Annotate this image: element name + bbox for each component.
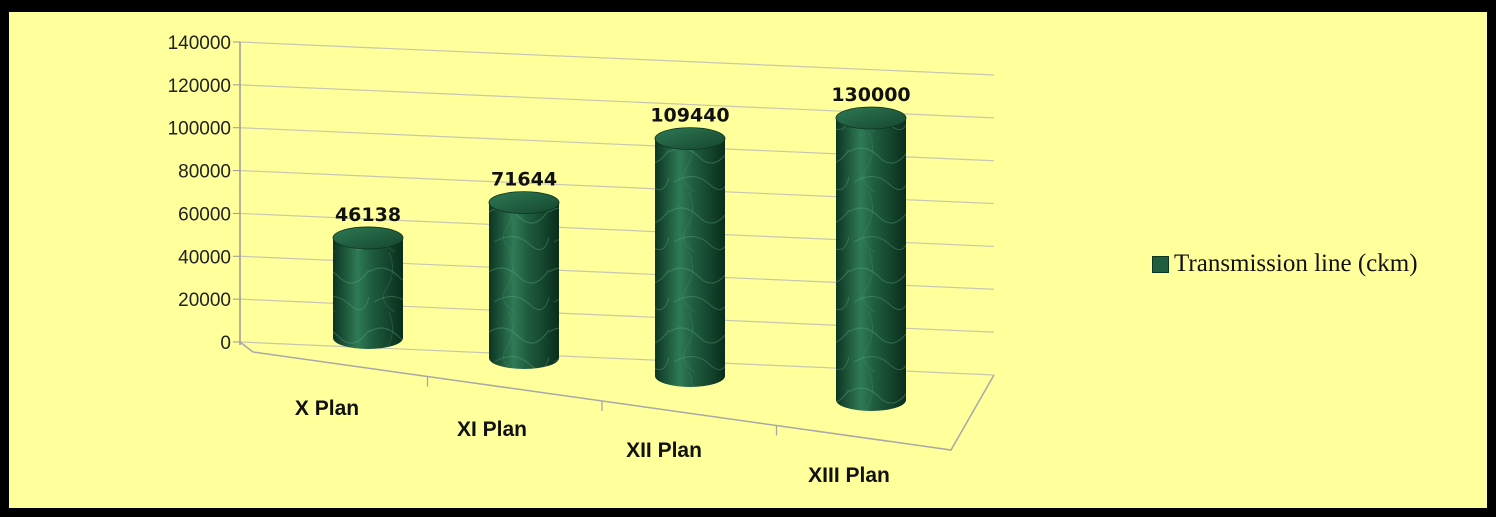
legend: Transmission line (ckm)	[1152, 250, 1418, 278]
data-label: 130000	[831, 84, 910, 106]
y-tick-label: 140000	[168, 33, 231, 54]
legend-swatch	[1152, 255, 1169, 273]
x-tick-label: XI Plan	[457, 418, 527, 441]
bar-top	[488, 191, 560, 214]
y-tick-label: 20000	[178, 290, 231, 311]
data-label: 46138	[335, 204, 401, 226]
chart-area: 0 20000 40000 60000 80000 100000 120000 140000 4…	[9, 12, 1487, 508]
data-label: 109440	[650, 105, 729, 127]
y-tick-label: 120000	[168, 76, 231, 97]
bar-group	[332, 226, 404, 349]
y-tick-label: 0	[220, 333, 231, 354]
bar-top	[654, 127, 726, 150]
y-tick-label: 40000	[178, 247, 231, 268]
x-tick-label: XII Plan	[626, 439, 702, 462]
bar-chart: 0 20000 40000 60000 80000 100000 120000 140000 4…	[168, 33, 995, 487]
bar-texture	[489, 202, 559, 369]
y-tick-label: 100000	[168, 119, 231, 140]
bar-texture	[836, 118, 906, 411]
bar-texture	[333, 237, 403, 349]
data-label: 71644	[491, 169, 557, 191]
bar-layer	[332, 106, 907, 411]
x-tick-label: X Plan	[295, 397, 359, 420]
bar-group	[654, 127, 726, 387]
floor-edge	[252, 351, 995, 451]
bar-group	[835, 106, 907, 411]
label-layer: 0 20000 40000 60000 80000 100000 120000 140000 4…	[168, 33, 911, 487]
bar-top	[835, 106, 907, 130]
y-tick-label: 60000	[178, 204, 231, 225]
x-tick-label: XIII Plan	[808, 464, 890, 487]
axis-layer	[233, 41, 995, 451]
gridline	[239, 41, 995, 76]
bar-group	[488, 191, 560, 369]
floor-side	[239, 341, 254, 353]
y-tick-label: 80000	[178, 162, 231, 183]
bar-top	[332, 226, 404, 250]
legend-label: Transmission line (ckm)	[1174, 250, 1418, 277]
bar-texture	[655, 138, 725, 387]
